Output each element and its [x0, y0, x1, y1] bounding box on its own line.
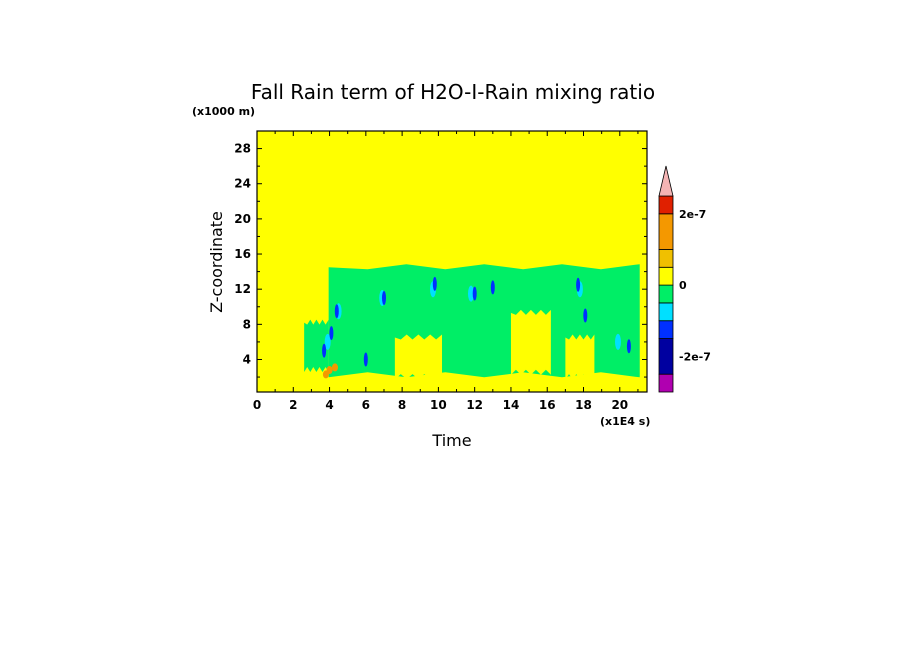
y-tick-label: 8	[243, 317, 251, 331]
plot-frame	[256, 130, 648, 393]
colorbar-label: -2e-7	[679, 350, 711, 363]
colorbar-segment	[658, 320, 674, 339]
blue-patch	[334, 304, 339, 319]
y-tick-label: 28	[234, 142, 251, 156]
contour-region-yellow-gap	[394, 334, 443, 380]
blue-patch	[322, 343, 327, 358]
x-tick-label: 14	[503, 398, 520, 412]
x-tick-label: 2	[289, 398, 297, 412]
blue-patch	[472, 286, 477, 301]
x-tick-label: 16	[539, 398, 556, 412]
y-axis-label: Z-coordinate	[207, 211, 226, 313]
cyan-patch	[468, 285, 474, 302]
x-tick-label: 6	[362, 398, 370, 412]
x-tick-label: 0	[253, 398, 261, 412]
blue-patch	[363, 352, 368, 367]
x-axis: 0 2 4 6 8 10 12 14 16 18 20	[253, 131, 639, 412]
y-unit-label: (x1000 m)	[192, 105, 255, 118]
contour-region-yellow-gap	[565, 334, 595, 380]
colorbar-segment	[658, 213, 674, 250]
colorbar: 2e-7 0 -2e-7	[658, 165, 711, 393]
x-axis-label: Time	[431, 431, 471, 450]
blue-patch	[626, 339, 631, 354]
plot-area	[257, 131, 647, 392]
contour-patches	[322, 276, 631, 379]
y-axis: 4 8 12 16 20 24 28	[234, 142, 647, 378]
x-tick-label: 8	[398, 398, 406, 412]
x-tick-label: 4	[325, 398, 333, 412]
blue-patch	[382, 291, 386, 305]
x-tick-label: 20	[611, 398, 628, 412]
orange-patch	[322, 370, 329, 379]
y-tick-label: 24	[234, 177, 251, 191]
colorbar-segment	[658, 338, 674, 375]
x-unit-label: (x1E4 s)	[600, 415, 650, 428]
blue-patch	[329, 326, 334, 341]
colorbar-segment	[658, 266, 674, 286]
colorbar-label: 0	[679, 279, 687, 292]
y-tick-label: 20	[234, 212, 251, 226]
x-tick-label: 12	[466, 398, 483, 412]
colorbar-segment	[658, 284, 674, 304]
contour-region-early-cloud	[304, 319, 329, 372]
chart-title: Fall Rain term of H2O-I-Rain mixing rati…	[251, 80, 655, 104]
blue-patch	[576, 277, 581, 292]
x-tick-label: 10	[430, 398, 447, 412]
colorbar-overflow-triangle	[658, 165, 674, 197]
y-tick-label: 4	[243, 352, 251, 366]
x-tick-label: 18	[575, 398, 592, 412]
orange-patch	[332, 363, 338, 372]
blue-patch	[583, 308, 588, 323]
colorbar-segment	[658, 302, 674, 322]
cyan-patch	[324, 333, 331, 350]
colorbar-label: 2e-7	[679, 208, 706, 221]
colorbar-segment	[658, 373, 674, 393]
y-tick-label: 16	[234, 247, 251, 261]
blue-patch	[432, 276, 437, 291]
contour-regions	[304, 264, 640, 380]
blue-patch	[490, 280, 495, 295]
y-tick-label: 12	[234, 282, 251, 296]
colorbar-segment	[658, 249, 674, 268]
colorbar-segment	[658, 195, 674, 215]
contour-region-yellow-gap	[510, 309, 551, 375]
cyan-patch	[615, 333, 621, 350]
